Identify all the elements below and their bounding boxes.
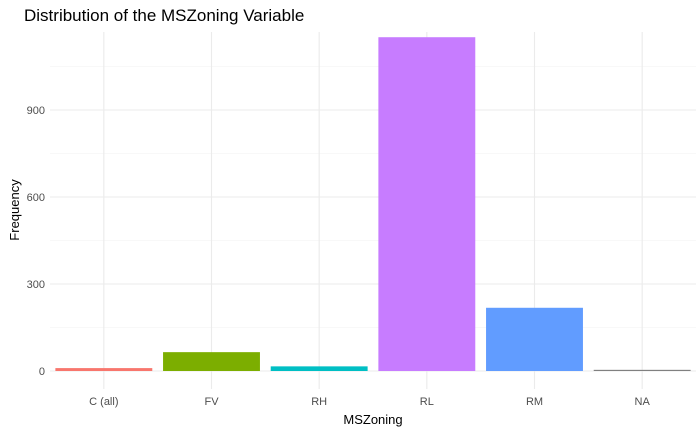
y-tick-label: 600	[27, 192, 45, 204]
bar-rm	[486, 307, 583, 371]
bar-rl	[378, 37, 476, 372]
x-tick-label: FV	[204, 396, 219, 408]
x-tick-label: C (all)	[89, 396, 118, 408]
y-axis-title: Frequency	[7, 179, 22, 241]
bar-c-all	[55, 368, 153, 371]
y-tick-label: 900	[27, 105, 45, 117]
minor-gridlines	[50, 66, 696, 328]
bar-na	[593, 369, 691, 371]
x-axis-title: MSZoning	[343, 412, 402, 427]
bars	[55, 37, 691, 372]
bar-fv	[163, 352, 260, 371]
y-tick-labels: 0 300 600 900	[27, 105, 45, 378]
chart-title: Distribution of the MSZoning Variable	[24, 6, 305, 25]
x-tick-label: NA	[635, 396, 651, 408]
x-tick-label: RH	[311, 396, 327, 408]
y-tick-label: 0	[39, 366, 45, 378]
x-tick-label: RM	[526, 396, 543, 408]
y-tick-label: 300	[27, 279, 45, 291]
bar-rh	[270, 366, 368, 371]
x-tick-label: RL	[420, 396, 434, 408]
x-tick-labels: C (all) FV RH RL RM NA	[89, 396, 650, 408]
major-gridlines	[50, 32, 696, 389]
